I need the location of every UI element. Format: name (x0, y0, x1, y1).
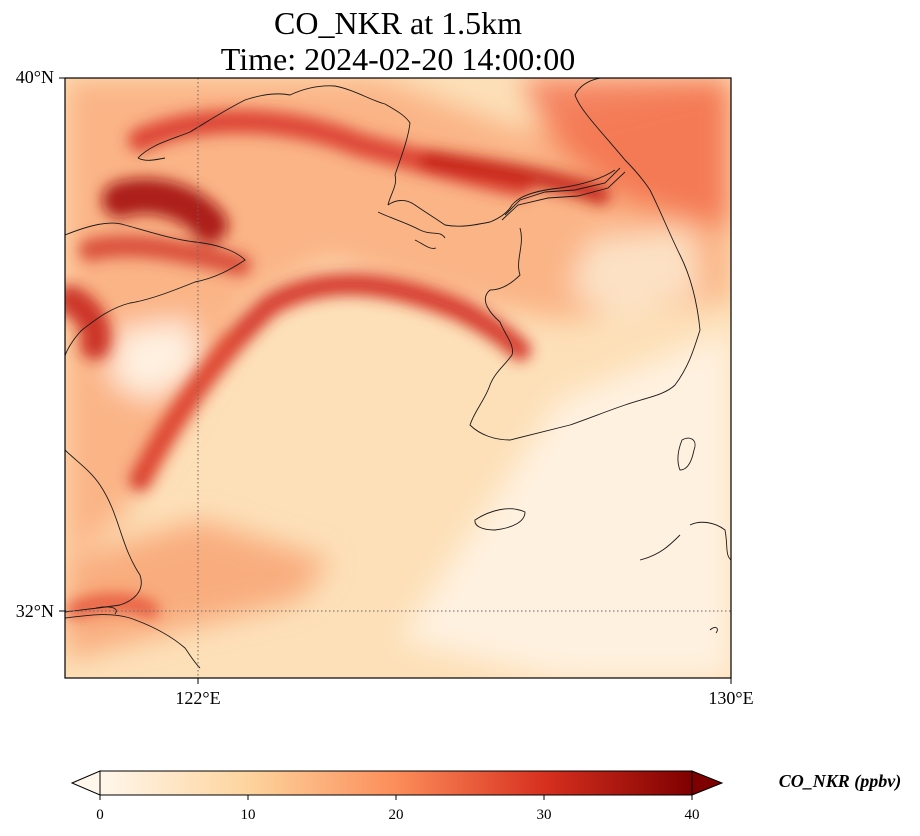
colorbar (70, 770, 724, 800)
axis-ticks (59, 77, 732, 684)
colorbar-tick-10: 10 (240, 807, 256, 823)
map-frame (64, 77, 732, 679)
lon-tick-130e: 130°E (708, 688, 754, 708)
colorbar-tick-30: 30 (536, 807, 552, 823)
colorbar-label: CO_NKR (ppbv) (778, 771, 902, 791)
graticule (65, 78, 731, 678)
coastlines (65, 78, 731, 669)
lat-tick-40n: 40°N (15, 67, 54, 87)
concentration-field (65, 78, 731, 678)
lat-tick-32n: 32°N (15, 601, 54, 621)
colorbar-tick-0: 0 (96, 807, 104, 823)
lon-tick-122e: 122°E (175, 688, 221, 708)
colorbar-tick-20: 20 (388, 807, 404, 823)
map-title-line1: CO_NKR at 1.5km (274, 5, 522, 41)
map-title-line2: Time: 2024-02-20 14:00:00 (220, 41, 576, 77)
colorbar-tick-40: 40 (684, 807, 700, 823)
